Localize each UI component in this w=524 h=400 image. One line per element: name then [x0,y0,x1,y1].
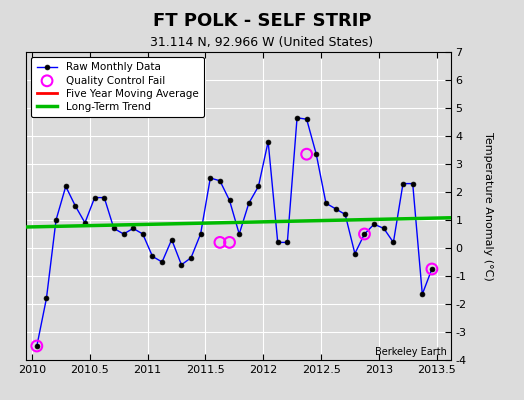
Raw Monthly Data [323,201,329,206]
Raw Monthly Data [352,251,358,256]
Quality Control Fail [302,151,311,157]
Quality Control Fail [216,239,224,246]
Raw Monthly Data [188,256,194,260]
Raw Monthly Data [419,292,425,297]
Raw Monthly Data [82,220,88,225]
Raw Monthly Data [169,237,175,242]
Raw Monthly Data [246,201,252,206]
Raw Monthly Data [121,232,127,236]
Raw Monthly Data [265,139,271,144]
Raw Monthly Data [400,181,406,186]
Raw Monthly Data [139,232,146,236]
Line: Raw Monthly Data: Raw Monthly Data [35,115,434,348]
Raw Monthly Data [53,218,59,222]
Raw Monthly Data [390,240,397,245]
Raw Monthly Data [111,226,117,231]
Raw Monthly Data [255,184,261,189]
Raw Monthly Data [207,176,213,180]
Raw Monthly Data [130,226,136,231]
Quality Control Fail [225,239,234,246]
Quality Control Fail [361,231,369,237]
Raw Monthly Data [72,204,79,208]
Quality Control Fail [32,343,41,349]
Y-axis label: Temperature Anomaly (°C): Temperature Anomaly (°C) [483,132,493,280]
Raw Monthly Data [313,152,320,156]
Raw Monthly Data [34,344,40,348]
Raw Monthly Data [236,232,243,236]
Raw Monthly Data [149,254,156,259]
Raw Monthly Data [371,222,377,226]
Text: 31.114 N, 92.966 W (United States): 31.114 N, 92.966 W (United States) [150,36,374,49]
Raw Monthly Data [342,212,348,217]
Raw Monthly Data [429,266,435,271]
Quality Control Fail [428,266,436,272]
Raw Monthly Data [380,226,387,231]
Legend: Raw Monthly Data, Quality Control Fail, Five Year Moving Average, Long-Term Tren: Raw Monthly Data, Quality Control Fail, … [31,57,204,117]
Raw Monthly Data [332,206,339,211]
Raw Monthly Data [284,240,290,245]
Text: FT POLK - SELF STRIP: FT POLK - SELF STRIP [153,12,371,30]
Raw Monthly Data [92,195,98,200]
Raw Monthly Data [217,178,223,183]
Raw Monthly Data [178,262,184,267]
Raw Monthly Data [198,232,204,236]
Text: Berkeley Earth: Berkeley Earth [375,347,446,357]
Raw Monthly Data [362,232,368,236]
Raw Monthly Data [303,117,310,122]
Raw Monthly Data [159,260,165,264]
Raw Monthly Data [294,115,300,120]
Raw Monthly Data [275,240,281,245]
Raw Monthly Data [62,184,69,189]
Raw Monthly Data [101,195,107,200]
Raw Monthly Data [226,198,233,203]
Raw Monthly Data [410,181,416,186]
Raw Monthly Data [43,296,50,301]
